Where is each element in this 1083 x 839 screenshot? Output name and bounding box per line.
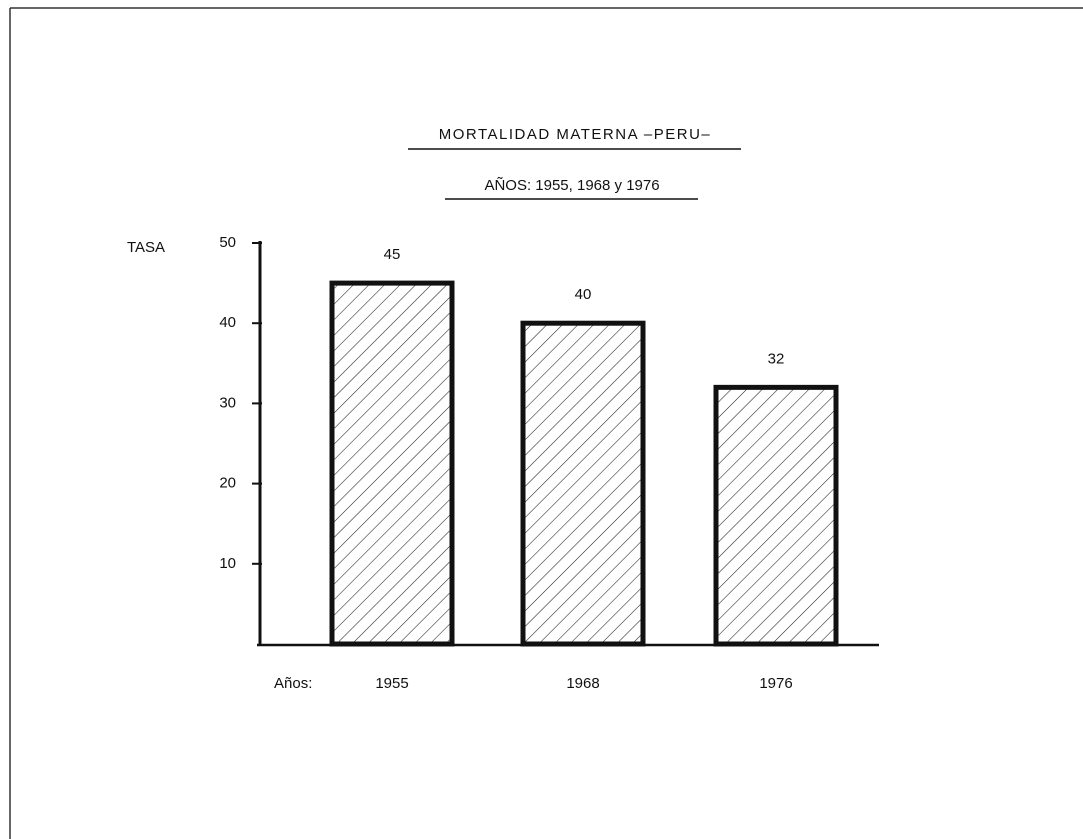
data-label: 45 [384, 246, 401, 263]
y-tick-label: 10 [219, 555, 236, 572]
y-tick-label: 40 [219, 314, 236, 331]
bar [520, 320, 646, 647]
y-axis-label: TASA [127, 239, 165, 256]
data-label: 32 [768, 350, 785, 367]
x-tick-label: 1955 [375, 675, 408, 692]
x-tick-label: 1968 [566, 675, 599, 692]
y-tick-label: 20 [219, 475, 236, 492]
y-tick-label: 50 [219, 234, 236, 251]
bar [329, 280, 455, 647]
x-axis-label: Años: [274, 675, 312, 692]
data-label: 40 [575, 286, 592, 303]
y-tick-label: 30 [219, 394, 236, 411]
chart-subtitle: AÑOS: 1955, 1968 y 1976 [484, 177, 659, 194]
bar [713, 384, 839, 647]
chart-title: MORTALIDAD MATERNA –PERU– [439, 126, 712, 143]
x-tick-label: 1976 [759, 675, 792, 692]
